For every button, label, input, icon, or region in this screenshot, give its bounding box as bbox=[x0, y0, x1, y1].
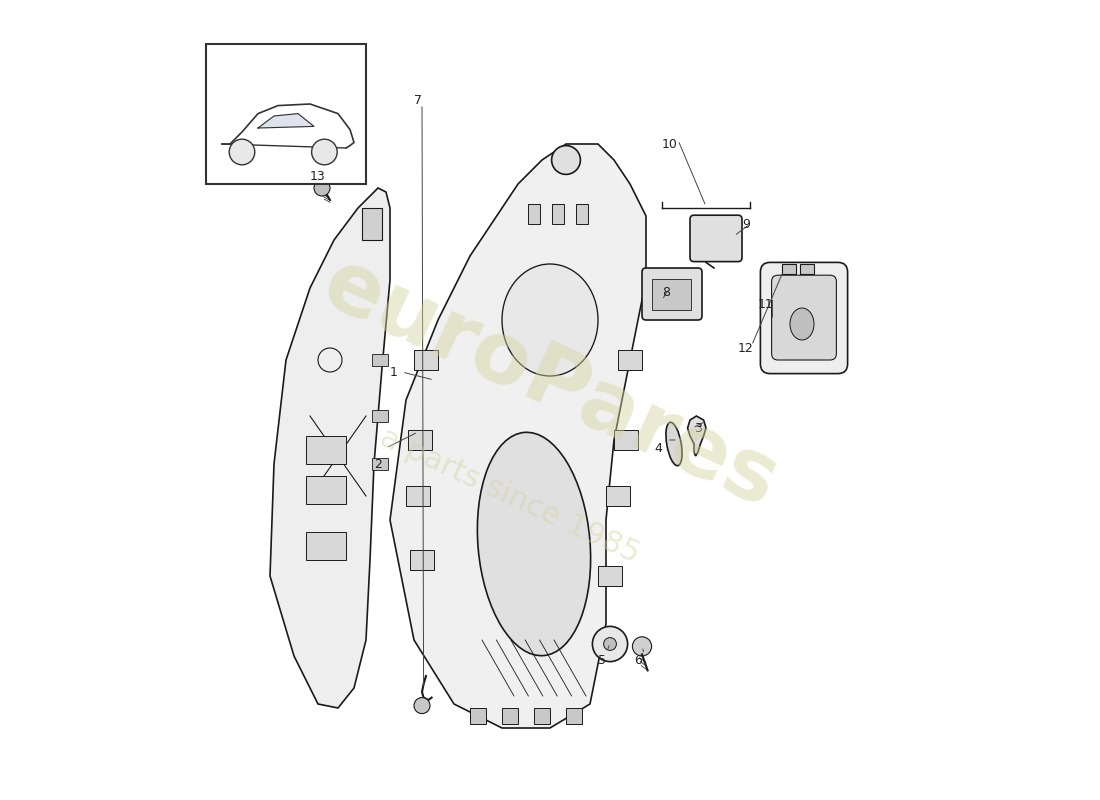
Circle shape bbox=[229, 139, 255, 165]
Circle shape bbox=[604, 638, 616, 650]
Text: 10: 10 bbox=[662, 138, 678, 150]
Bar bbox=[551, 204, 564, 224]
Bar bbox=[373, 354, 388, 366]
Bar bbox=[782, 264, 796, 274]
Bar bbox=[566, 708, 582, 724]
Text: a parts since 1985: a parts since 1985 bbox=[375, 423, 645, 569]
Ellipse shape bbox=[477, 432, 591, 656]
Bar bbox=[470, 708, 486, 724]
Circle shape bbox=[311, 139, 338, 165]
Bar bbox=[306, 476, 346, 504]
PathPatch shape bbox=[390, 144, 646, 728]
Circle shape bbox=[632, 637, 651, 656]
Circle shape bbox=[414, 698, 430, 714]
Text: 7: 7 bbox=[414, 94, 422, 106]
Text: 12: 12 bbox=[738, 342, 754, 354]
FancyBboxPatch shape bbox=[614, 430, 638, 450]
Circle shape bbox=[314, 180, 330, 196]
Text: 9: 9 bbox=[742, 218, 750, 230]
FancyBboxPatch shape bbox=[690, 215, 743, 262]
FancyBboxPatch shape bbox=[771, 275, 836, 360]
Bar bbox=[800, 264, 814, 274]
FancyBboxPatch shape bbox=[606, 486, 630, 506]
Bar bbox=[652, 279, 691, 310]
Bar bbox=[373, 410, 388, 422]
Text: euroPares: euroPares bbox=[309, 242, 791, 526]
PathPatch shape bbox=[688, 416, 706, 456]
Text: 8: 8 bbox=[662, 286, 670, 298]
Bar bbox=[528, 204, 540, 224]
FancyBboxPatch shape bbox=[642, 268, 702, 320]
FancyBboxPatch shape bbox=[410, 550, 435, 570]
Bar bbox=[362, 208, 382, 240]
FancyBboxPatch shape bbox=[414, 350, 438, 370]
Bar bbox=[534, 708, 550, 724]
Bar bbox=[575, 204, 589, 224]
Ellipse shape bbox=[790, 308, 814, 340]
Ellipse shape bbox=[502, 264, 598, 376]
Ellipse shape bbox=[666, 422, 682, 466]
PathPatch shape bbox=[270, 188, 390, 708]
FancyBboxPatch shape bbox=[598, 566, 622, 586]
Text: 4: 4 bbox=[654, 442, 662, 454]
Text: 3: 3 bbox=[694, 422, 702, 434]
Circle shape bbox=[593, 626, 628, 662]
Circle shape bbox=[551, 146, 581, 174]
FancyBboxPatch shape bbox=[406, 486, 430, 506]
Bar bbox=[206, 44, 366, 184]
Text: 2: 2 bbox=[374, 458, 382, 470]
Bar bbox=[502, 708, 518, 724]
Text: 1: 1 bbox=[390, 366, 398, 378]
Polygon shape bbox=[258, 114, 314, 128]
FancyBboxPatch shape bbox=[408, 430, 432, 450]
Text: 5: 5 bbox=[598, 654, 606, 666]
Bar bbox=[373, 458, 388, 470]
Text: 13: 13 bbox=[310, 170, 326, 182]
Bar bbox=[306, 436, 346, 464]
FancyBboxPatch shape bbox=[618, 350, 642, 370]
FancyBboxPatch shape bbox=[760, 262, 848, 374]
Bar bbox=[306, 532, 346, 560]
Text: 11: 11 bbox=[758, 298, 774, 310]
Text: 6: 6 bbox=[634, 654, 642, 666]
